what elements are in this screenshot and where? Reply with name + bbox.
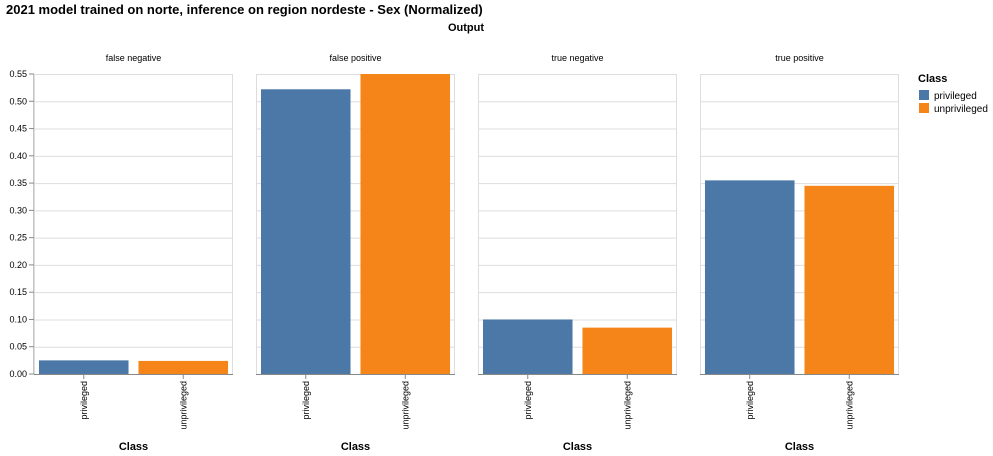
y-axis: 0.00 0.05 0.10 0.15 0.20 0.25 0.30 0.35 0.40 0.45… [9,69,35,379]
facet-label: false positive [329,53,381,63]
y-tick-label: 0.00 [9,369,27,379]
x-tick-label: privileged [79,381,89,420]
x-tick-label: privileged [523,381,533,420]
x-tick-label: unprivileged [400,381,410,430]
facet-label: true positive [775,53,824,63]
x-axis-title: Class [563,441,592,453]
legend-title: Class [918,73,947,85]
y-tick-label: 0.40 [9,151,27,161]
x-axis-title: Class [785,441,814,453]
y-tick-label: 0.15 [9,287,27,297]
x-tick-label: unprivileged [178,381,188,430]
x-tick-label: privileged [301,381,311,420]
bar-privileged [38,360,129,374]
y-tick-label: 0.45 [9,124,27,134]
y-tick-label: 0.30 [9,205,27,215]
y-tick-label: 0.10 [9,314,27,324]
legend-swatch [919,90,929,100]
legend-label: privileged [934,91,977,102]
facet-panels: false negative privileged unprivileged Clas… [34,53,899,453]
facet-panel: false positive privileged unprivileged Clas… [256,53,455,453]
legend-swatch [919,103,929,113]
bar-unprivileged [360,74,451,374]
panel-frame [34,74,233,375]
x-tick-label: unprivileged [844,381,854,430]
y-tick-label: 0.20 [9,260,27,270]
bar-unprivileged [582,327,673,374]
bar-unprivileged [804,185,895,374]
x-axis-title: Class [341,441,370,453]
facet-label: true negative [551,53,603,63]
y-tick-label: 0.35 [9,178,27,188]
y-tick-label: 0.05 [9,342,27,352]
facet-panel: true positive privileged unprivileged Class [700,53,899,453]
y-tick-label: 0.55 [9,69,27,79]
y-tick-label: 0.50 [9,96,27,106]
column-title: Output [448,22,484,34]
bar-privileged [260,89,351,374]
legend: Class privileged unprivileged [918,73,988,115]
legend-label: unprivileged [934,104,988,115]
bar-unprivileged [138,360,229,374]
facet-panel: true negative privileged unprivileged Class [478,53,677,453]
facet-label: false negative [106,53,162,63]
chart-title: 2021 model trained on norte, inference o… [6,2,483,17]
x-tick-label: unprivileged [622,381,632,430]
bar-privileged [482,319,573,374]
x-tick-label: privileged [745,381,755,420]
bar-privileged [704,180,795,374]
y-tick-label: 0.25 [9,233,27,243]
x-axis-title: Class [119,441,148,453]
facet-panel: false negative privileged unprivileged Clas… [34,53,233,453]
